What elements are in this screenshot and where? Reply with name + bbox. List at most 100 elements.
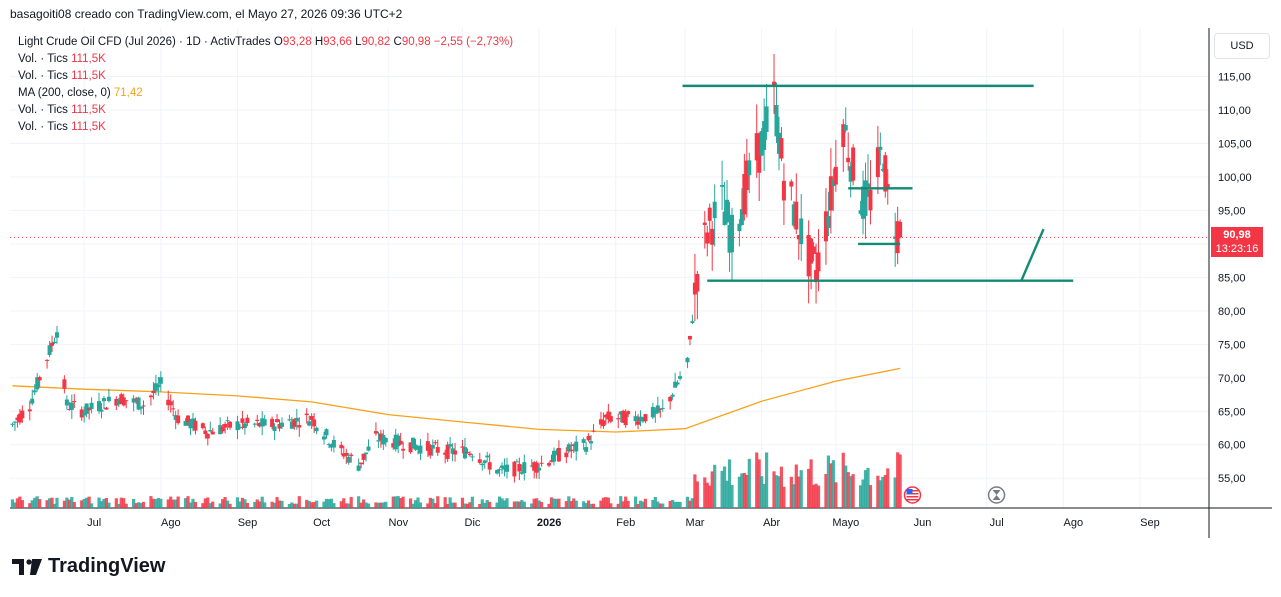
- volume-bar: [893, 477, 897, 508]
- volume-bar: [186, 496, 190, 508]
- x-tick-label: Ago: [161, 517, 181, 529]
- volume-bar: [228, 503, 232, 508]
- candle: [72, 394, 77, 409]
- candle-body: [148, 395, 153, 398]
- candle: [121, 393, 126, 407]
- candle: [153, 374, 158, 395]
- candle-body: [425, 441, 430, 451]
- candle: [408, 442, 413, 454]
- candle-body: [522, 462, 527, 474]
- candle: [141, 400, 146, 415]
- candle-body: [460, 446, 465, 448]
- volume-bar: [460, 497, 465, 508]
- volume-bar: [497, 496, 502, 508]
- volume-bar: [253, 501, 257, 508]
- candle: [114, 396, 119, 411]
- y-tick-label: 55,00: [1218, 473, 1246, 485]
- volume-bar: [436, 496, 440, 508]
- volume-bar: [722, 466, 727, 508]
- candle: [729, 207, 734, 280]
- candle: [257, 422, 262, 428]
- volume-bar: [119, 497, 123, 508]
- volume-bar: [280, 500, 284, 508]
- candle: [569, 442, 574, 459]
- candle: [79, 406, 84, 421]
- candle-body: [450, 448, 455, 454]
- us-flag-event-icon[interactable]: [903, 486, 922, 504]
- volume-bar: [80, 500, 84, 508]
- volume-bar: [517, 501, 521, 508]
- candle-body: [255, 419, 260, 422]
- candle-body: [398, 440, 403, 445]
- candle-body: [32, 390, 37, 393]
- candle-body: [868, 189, 873, 211]
- volume-bar: [312, 502, 316, 508]
- candle-body: [418, 445, 423, 454]
- open-value: 93,28: [282, 36, 312, 48]
- candle: [707, 203, 712, 244]
- candle-body: [69, 402, 74, 410]
- volume-bar: [747, 458, 751, 508]
- volume-bar: [572, 498, 576, 508]
- candle-body: [304, 413, 309, 416]
- candle: [104, 406, 109, 410]
- candle: [502, 458, 507, 477]
- volume-bar: [651, 499, 655, 508]
- candle-body: [633, 416, 638, 422]
- volume-bar: [537, 500, 541, 508]
- candle-body: [228, 421, 233, 428]
- candle: [710, 221, 715, 271]
- candle: [744, 138, 749, 218]
- candle: [12, 420, 17, 431]
- volume-bar: [408, 498, 413, 508]
- legend-indicator-row[interactable]: Vol. · Tics 111,5K: [18, 102, 513, 119]
- candle-body: [673, 381, 678, 388]
- hourglass-icon[interactable]: [987, 486, 1006, 504]
- legend-symbol-row[interactable]: Light Crude Oil CFD (Jul 2026) · 1D · Ac…: [18, 34, 513, 51]
- volume-bar: [876, 475, 880, 508]
- volume-bar: [339, 501, 343, 508]
- volume-bar: [794, 464, 798, 508]
- x-tick-label: Oct: [313, 517, 330, 529]
- volume-bar: [65, 497, 69, 508]
- volume-bar: [203, 498, 207, 508]
- candle: [465, 448, 470, 454]
- candle: [895, 206, 900, 265]
- candle: [17, 409, 22, 425]
- volume-bar: [809, 459, 813, 508]
- tradingview-logo[interactable]: TradingView: [12, 555, 165, 578]
- legend-indicator-row[interactable]: Vol. · Tics 111,5K: [18, 119, 513, 136]
- candle: [314, 426, 319, 435]
- candle-body: [737, 223, 742, 232]
- candle: [35, 373, 40, 392]
- candle-body: [279, 422, 284, 427]
- volume-bar: [292, 503, 296, 508]
- candle-body: [72, 401, 77, 403]
- legend-ma-row[interactable]: MA (200, close, 0) 71,42: [18, 85, 513, 102]
- volume-bar: [221, 499, 225, 508]
- candle: [670, 392, 675, 400]
- candle: [460, 439, 465, 454]
- candle-body: [190, 418, 195, 428]
- candle: [482, 459, 487, 469]
- candle: [376, 431, 381, 448]
- price-chart[interactable]: 115,00110,00105,00100,0095,0090,0085,008…: [10, 28, 1272, 538]
- currency-button[interactable]: USD: [1214, 33, 1270, 59]
- volume-bar: [616, 503, 620, 508]
- candle: [190, 412, 195, 432]
- candle: [245, 414, 250, 427]
- candle: [89, 397, 94, 414]
- candle-body: [799, 218, 804, 245]
- legend-indicator-row[interactable]: Vol. · Tics 111,5K: [18, 51, 513, 68]
- candle: [393, 428, 398, 452]
- legend-indicator-row[interactable]: Vol. · Tics 111,5K: [18, 68, 513, 85]
- candle: [875, 126, 880, 194]
- candle-body: [151, 390, 156, 394]
- candle-body: [344, 453, 349, 456]
- candle: [27, 400, 32, 421]
- candle-body: [15, 417, 20, 421]
- volume-bar: [863, 470, 868, 508]
- candle-body: [811, 246, 816, 254]
- candle-body: [603, 414, 608, 418]
- candle: [885, 169, 890, 205]
